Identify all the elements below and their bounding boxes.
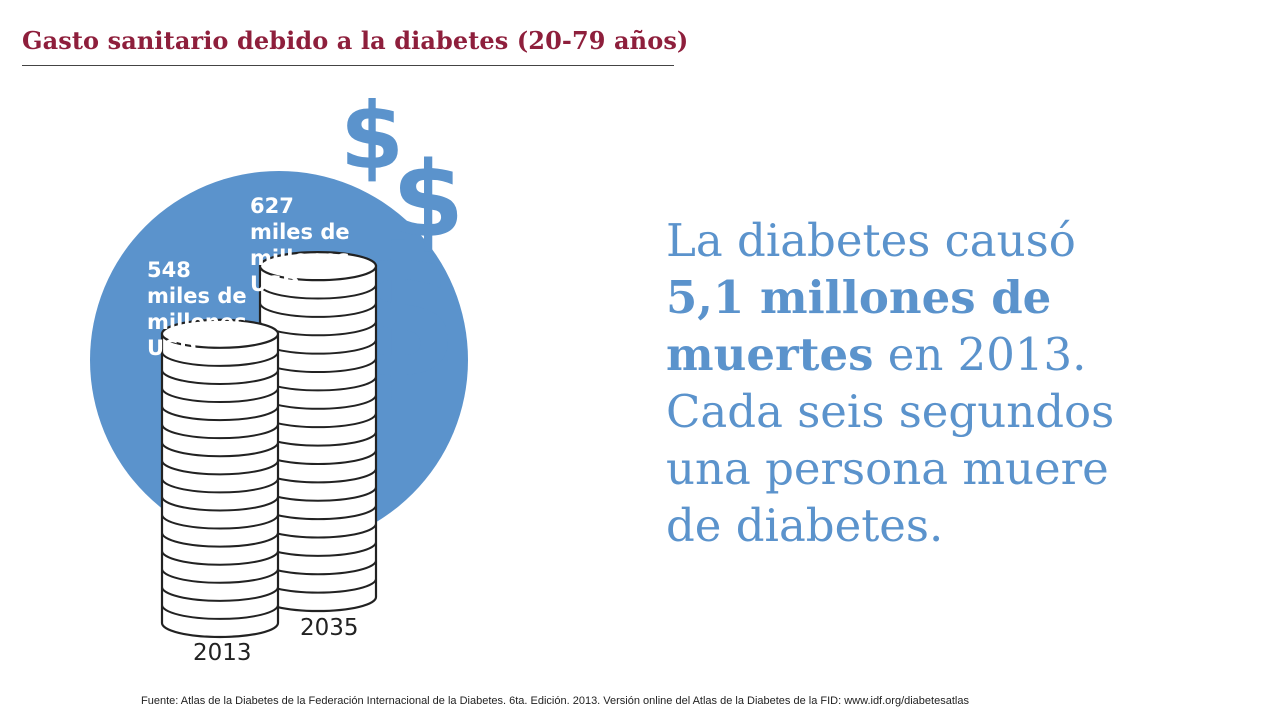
category-label-2013: 2013 (193, 640, 252, 666)
statement-text: La diabetes causó 5,1 millones de muerte… (666, 212, 1266, 554)
statement-line: una persona muere (666, 442, 1109, 495)
coin-stack-bar-2013 (160, 318, 280, 639)
dollar-sign-icon: $ (340, 83, 404, 190)
value-label-2013: 548 miles de millones USD (147, 258, 247, 360)
title-divider (22, 65, 674, 66)
svg-text:$: $ (392, 139, 464, 261)
statement-line-bold: 5,1 millones de (666, 271, 1052, 324)
statement-line-rest: en 2013. (873, 328, 1087, 381)
category-label-2035: 2035 (300, 615, 359, 641)
value-label-2035: 627 miles de millones USD (250, 194, 350, 296)
source-note: Fuente: Atlas de la Diabetes de la Feder… (141, 695, 969, 707)
dollar-sign-icon: $ (392, 139, 464, 261)
svg-text:$: $ (340, 83, 404, 190)
page-title: Gasto sanitario debido a la diabetes (20… (22, 26, 689, 55)
statement-line: Cada seis segundos (666, 385, 1115, 438)
spending-illustration: $ $ $ (90, 83, 468, 639)
statement-bold-word: muertes (666, 328, 874, 381)
statement-line: La diabetes causó (666, 214, 1076, 267)
statement-line: de diabetes. (666, 499, 944, 552)
statement-line: muertes en 2013. (666, 326, 1266, 383)
coin-stacks (160, 251, 378, 639)
